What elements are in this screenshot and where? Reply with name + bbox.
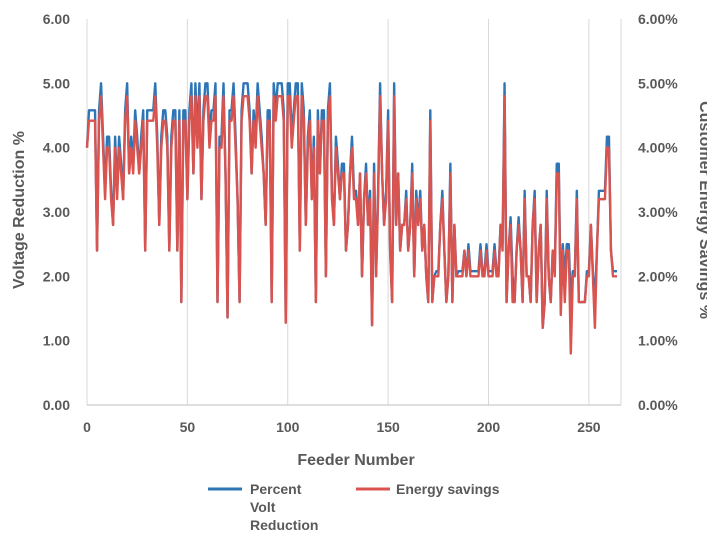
y-tick-label-left: 2.00 [43,268,70,284]
y-tick-label-left: 1.00 [43,333,70,349]
y-tick-label-left: 3.00 [43,204,70,220]
x-tick-label: 50 [180,419,196,435]
x-tick-label: 100 [276,419,300,435]
y-tick-label-right: 6.00% [638,11,678,27]
y-tick-label-right: 3.00% [638,204,678,220]
x-axis-title: Feeder Number [297,452,414,469]
legend-label-volt-reduction: Percent Volt Reduction [250,481,318,533]
y-tick-label-right: 1.00% [638,333,678,349]
y-tick-label-right: 5.00% [638,75,678,91]
y-axis-right-ticks: 0.00% 1.00% 2.00% 3.00% 4.00% 5.00% 6.00% [638,11,678,413]
y-tick-label-right: 2.00% [638,268,678,284]
legend: Percent Volt Reduction Energy savings [208,481,500,533]
y-tick-label-left: 4.00 [43,140,70,156]
x-axis-ticks: 0 50 100 150 200 250 [83,419,601,435]
x-tick-label: 0 [83,419,91,435]
y-axis-left-title: Voltage Reduction % [11,131,28,289]
tick-labels: 0.00 1.00 2.00 3.00 4.00 5.00 6.00 0.00% 1.00% 2… [43,11,678,435]
y-tick-label-left: 0.00 [43,397,70,413]
y-tick-label-right: 0.00% [638,397,678,413]
x-tick-label: 200 [477,419,501,435]
x-tick-label: 250 [577,419,601,435]
y-tick-label-right: 4.00% [638,140,678,156]
x-tick-label: 150 [376,419,400,435]
y-axis-right-title: Customer Energy Savings % [696,101,707,319]
legend-label-energy-savings: Energy savings [396,481,500,497]
y-axis-left-ticks: 0.00 1.00 2.00 3.00 4.00 5.00 6.00 [43,11,70,413]
y-tick-label-left: 5.00 [43,75,70,91]
series-line-energy-savings [85,94,617,355]
y-tick-label-left: 6.00 [43,11,70,27]
series-lines [85,82,617,355]
